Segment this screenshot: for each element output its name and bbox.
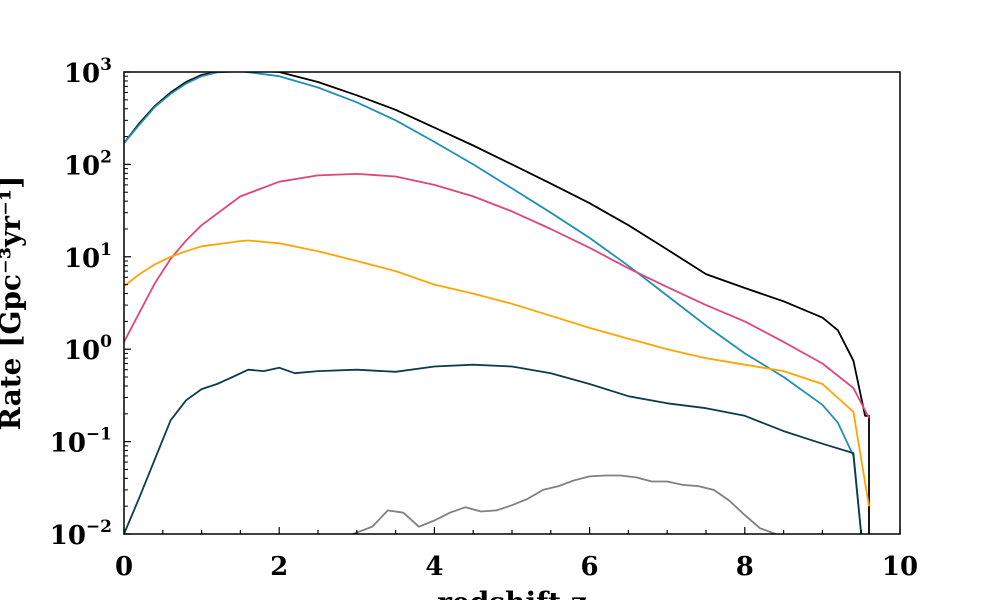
x-tick-label: 6 xyxy=(581,552,599,582)
x-tick-label: 0 xyxy=(115,552,133,582)
x-tick-label: 2 xyxy=(270,552,288,582)
x-axis-label: redshift z xyxy=(437,586,587,600)
series-layer xyxy=(124,72,870,534)
y-tick-label: 102 xyxy=(64,147,112,181)
series-line-3 xyxy=(124,172,870,419)
series-line-4 xyxy=(124,239,870,507)
y-tick-label: 100 xyxy=(64,332,112,366)
series-line-2 xyxy=(124,72,863,534)
series-line-6 xyxy=(352,474,777,534)
x-ticks: 0 2 4 6 8 10 xyxy=(115,527,918,582)
series-line-5 xyxy=(124,363,863,534)
y-ticks: 10−2 10−1 100 101 102 103 xyxy=(50,55,131,551)
y-tick-label: 101 xyxy=(64,240,112,274)
y-axis-label: Rate [Gpc⁻³yr⁻¹] xyxy=(0,176,27,431)
y-tick-label: 10−1 xyxy=(50,425,112,459)
x-tick-label: 4 xyxy=(425,552,443,582)
x-tick-label: 8 xyxy=(736,552,754,582)
series-line-1 xyxy=(124,72,870,534)
y-tick-label: 10−2 xyxy=(50,517,112,551)
y-tick-label: 103 xyxy=(64,55,112,89)
plot-area: 0 2 4 6 8 10 10−2 10−1 100 101 102 103 xyxy=(50,55,918,582)
x-tick-label: 10 xyxy=(882,552,918,582)
